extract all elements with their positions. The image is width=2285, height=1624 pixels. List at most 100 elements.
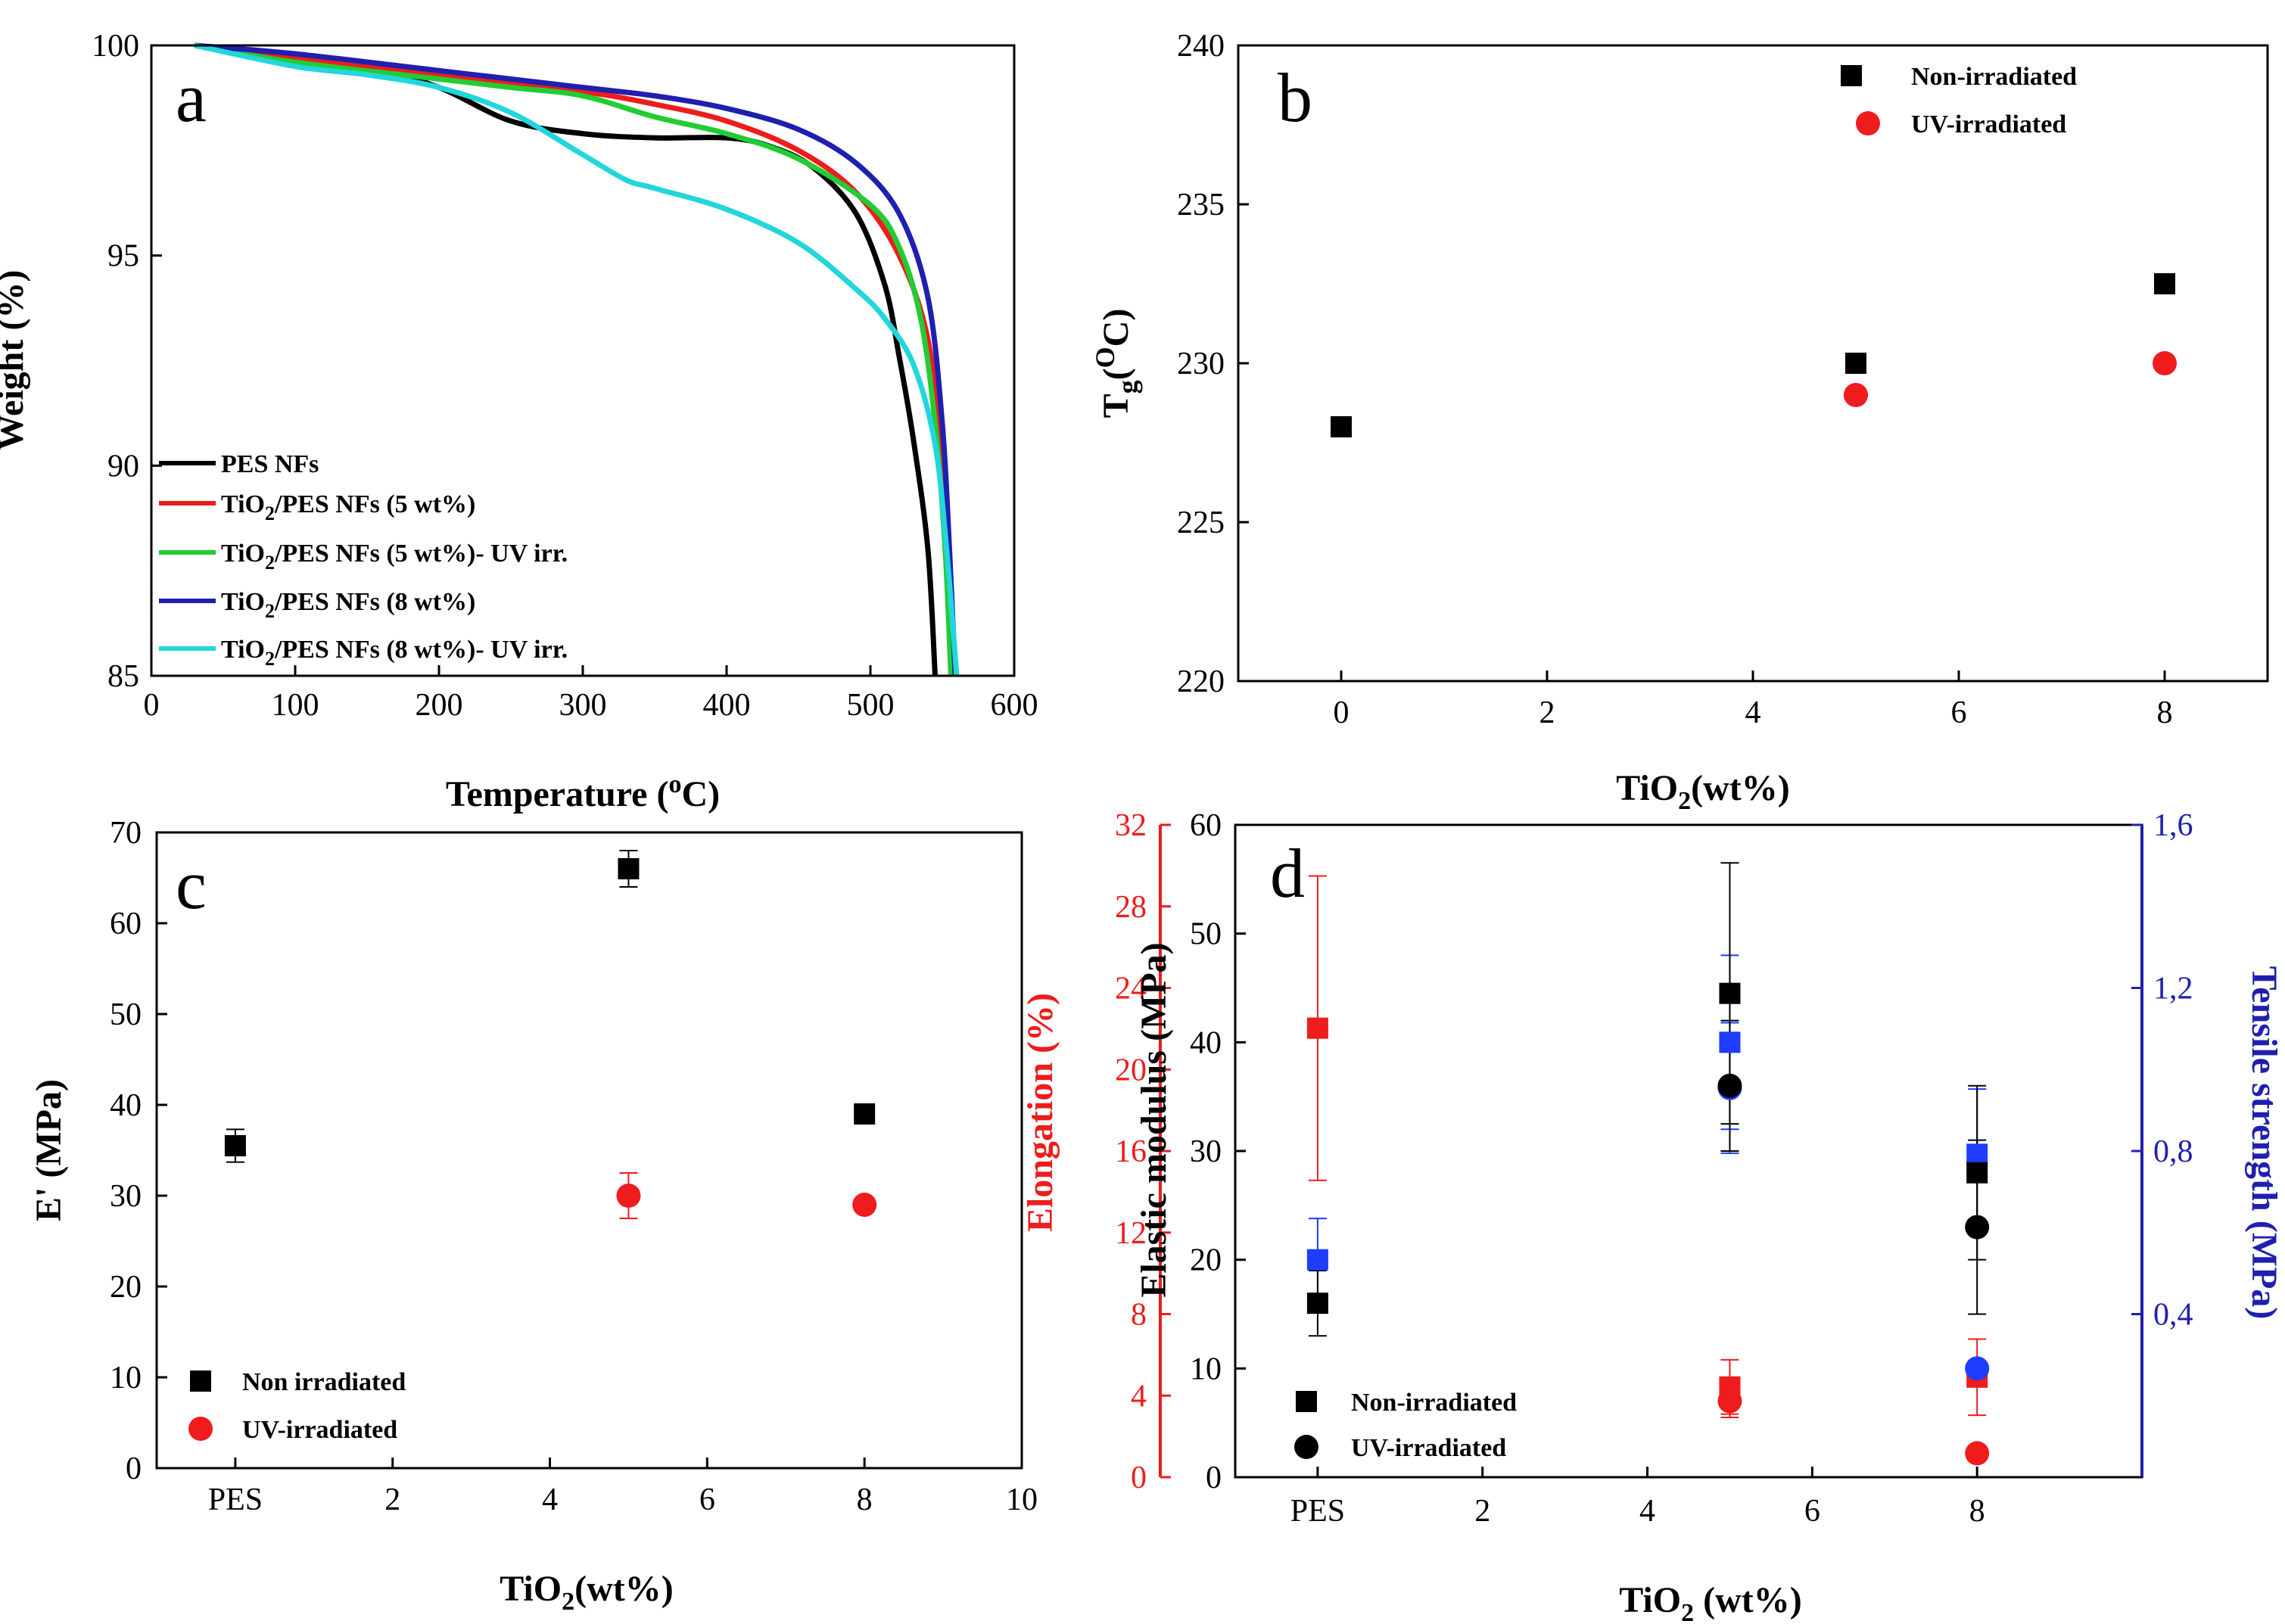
tensile-tick-label: 0,8 [2153,1134,2193,1169]
legend-label-uv-irradiated: UV-irradiated [242,1416,397,1444]
x-tick-label: 100 [272,688,319,723]
data-point-elongation-non-irradiated [1306,1017,1328,1039]
legend-label-non-irradiated: Non-irradiated [1351,1389,1517,1417]
legend-label-tio2-8-uv: TiO2/PES NFs (8 wt%)- UV irr. [221,636,568,670]
y-tick-label: 10 [110,1361,142,1395]
elongation-tick-label: 16 [1115,1134,1147,1169]
legend-label-pes: PES NFs [221,450,319,478]
x-tick-label: 0 [1334,695,1350,730]
legend-marker-uv-irradiated [1856,111,1880,135]
x-tick-label: 200 [416,688,463,723]
tensile-tick-label: 1,2 [2153,972,2193,1006]
elongation-tick-label: 8 [1131,1298,1147,1333]
legend-label-tio2-5: TiO2/PES NFs (5 wt%) [221,490,475,524]
data-point-tensile-uv-irradiated [1965,1356,1990,1381]
legend-label-tio2-5-uv: TiO2/PES NFs (5 wt%)- UV irr. [221,540,568,574]
series-line-1 [194,42,957,677]
data-point-non-irradiated [224,1135,246,1156]
y-tick-label: 95 [107,239,139,274]
legend-marker-uv-irradiated [1294,1435,1318,1459]
y-tick-label: 10 [1190,1352,1222,1386]
x-tick-label: 6 [1804,1494,1820,1529]
data-point-modulus-non-irradiated [1306,1293,1328,1314]
legend-label-uv-irradiated: UV-irradiated [1911,110,2066,138]
data-point-elongation-uv-irradiated [1965,1441,1990,1466]
y-tick-label: 60 [1190,808,1222,843]
y-tick-label: 0 [1206,1461,1222,1495]
elongation-tick-label: 0 [1131,1461,1147,1495]
y-tick-label: 60 [110,907,142,941]
y-tick-label: 20 [110,1270,142,1305]
elongation-tick-label: 4 [1131,1379,1147,1414]
data-point-uv-irradiated [1844,383,1868,407]
panel-a: 0 100 200 300 400 500 600 85 90 95 100 a Weight (%… [0,29,1038,814]
x-tick-label: 400 [703,688,751,723]
x-tick-label: PES [208,1482,263,1517]
series-line-4 [194,42,960,677]
panel-c-y-axis-title: E' (MPa) [29,1079,69,1221]
panel-a-label: a [176,59,207,136]
x-tick-label: 600 [991,688,1038,723]
x-tick-label: 4 [1745,695,1761,730]
series-line-3 [194,42,958,677]
panel-a-frame [150,44,1016,677]
y-tick-label: 90 [107,449,139,484]
x-tick-label: 2 [384,1482,400,1517]
data-point-uv-irradiated [616,1184,641,1208]
y-tick-label: 220 [1177,664,1225,699]
y-tick-label: 240 [1177,29,1225,64]
tensile-tick-label: 1,6 [2153,808,2193,843]
data-point-tensile-non-irradiated [1719,1031,1741,1053]
y-tick-label: 50 [1190,917,1222,952]
data-point-non-irradiated [1845,353,1866,374]
data-point-non-irradiated [1331,416,1352,437]
legend-label-non-irradiated: Non irradiated [242,1368,406,1396]
elastic-modulus-axis-title: Elastic modulus (MPa) [1134,942,1174,1297]
y-tick-label: 40 [1190,1025,1222,1060]
data-point-uv-irradiated [852,1193,877,1217]
y-tick-label: 85 [107,659,139,694]
legend-label-non-irradiated: Non-irradiated [1911,63,2077,91]
data-point-non-irradiated [854,1103,876,1125]
data-point-uv-irradiated [2153,351,2177,375]
panel-b-x-axis-title: TiO2(wt%) [1616,768,1789,815]
panel-b-frame [1237,44,2269,683]
x-tick-label: 4 [1639,1494,1655,1529]
panel-c-x-axis-title: TiO2(wt%) [500,1569,673,1616]
elongation-tick-label: 24 [1115,972,1147,1006]
series-line-2 [194,42,954,677]
panel-d-label: d [1270,835,1305,912]
x-tick-label: 300 [559,688,607,723]
data-point-modulus-non-irradiated [1719,982,1741,1004]
panel-d-x-axis-title: TiO2 (wt%) [1619,1580,1801,1624]
x-tick-label: 500 [847,688,895,723]
x-tick-label: 4 [542,1482,558,1517]
tensile-strength-axis-title: Tensile strength (MPa) [2244,966,2284,1320]
x-tick-label: 10 [1006,1482,1038,1517]
y-tick-label: 100 [92,29,139,64]
x-tick-label: PES [1290,1494,1345,1529]
x-tick-label: 8 [2157,695,2173,730]
elongation-tick-label: 20 [1115,1053,1147,1087]
panel-b-label: b [1278,59,1312,136]
x-tick-label: 6 [699,1482,715,1517]
panel-c-frame [155,831,1023,1470]
panel-c: PES 2 4 6 8 10 0 10 20 30 40 50 60 70 c E' (MPa) TiO2… [29,816,1038,1616]
x-tick-label: 2 [1539,695,1555,730]
panel-c-label: c [176,846,207,923]
y-tick-label: 230 [1177,347,1225,381]
y-tick-label: 30 [1190,1134,1222,1169]
panel-b-y-axis-title: Tg(OC) [1090,309,1143,418]
data-point-modulus-non-irradiated [1966,1162,1988,1184]
y-tick-label: 225 [1177,506,1225,540]
elongation-axis-title: Elongation (%) [1020,993,1060,1232]
legend-marker-non-irradiated [1296,1391,1317,1412]
legend-marker-uv-irradiated [188,1417,213,1441]
x-tick-label: 2 [1474,1494,1490,1529]
data-point-tensile-non-irradiated [1306,1249,1328,1271]
data-point-non-irradiated [2154,273,2175,294]
legend-marker-non-irradiated [190,1370,211,1392]
x-tick-label: 0 [144,688,160,723]
